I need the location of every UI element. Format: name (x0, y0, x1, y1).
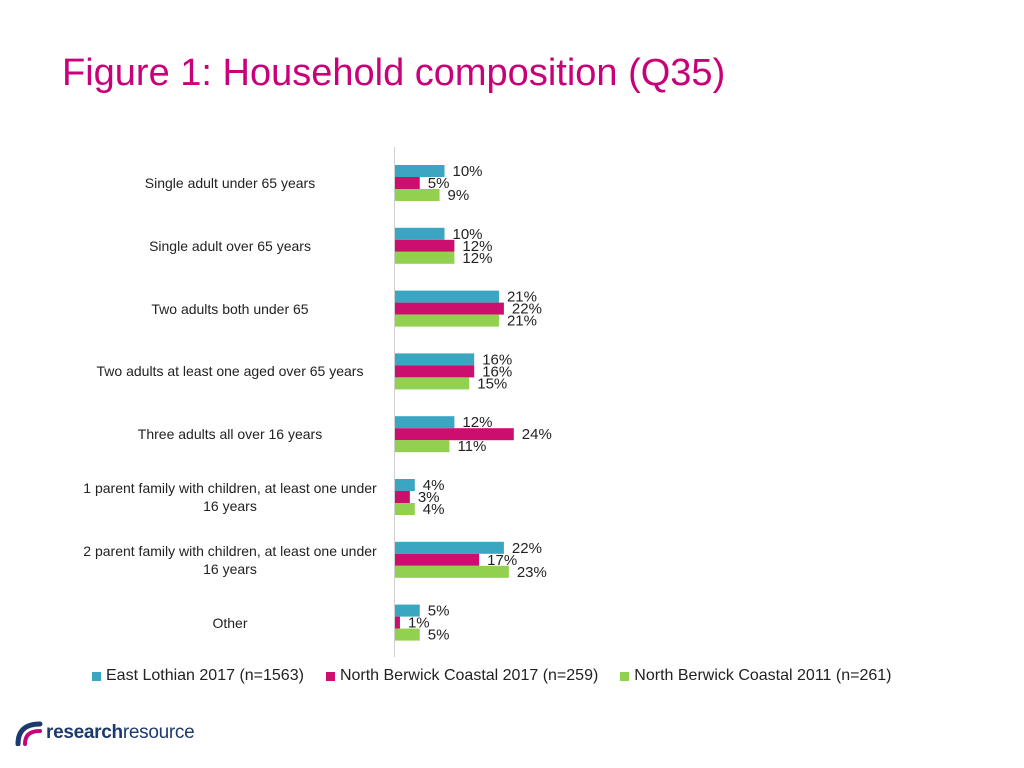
data-label: 9% (448, 187, 470, 204)
bar (395, 365, 475, 378)
logo-text: researchresource (46, 722, 195, 744)
data-label: 16% (482, 351, 512, 368)
data-label: 11% (457, 438, 486, 455)
data-label: 10% (453, 226, 483, 243)
logo-mark-icon (15, 721, 43, 746)
bar (395, 503, 415, 515)
data-label: 12% (462, 238, 492, 255)
data-label: 12% (462, 414, 492, 431)
bar (395, 377, 470, 390)
bar (395, 428, 514, 441)
bar (395, 189, 440, 201)
logo-text-regular: resource (122, 722, 195, 743)
data-label: 17% (487, 552, 517, 569)
bar (395, 541, 504, 554)
page-title: Figure 1: Household composition (Q35) (62, 52, 726, 94)
data-label: 1% (408, 615, 430, 632)
bar (395, 314, 499, 327)
bar (395, 251, 455, 264)
bar (395, 440, 450, 453)
research-resource-logo: researchresource (14, 720, 195, 746)
data-label: 23% (517, 564, 547, 581)
category-label: Single adult under 65 years (144, 175, 316, 191)
bar (395, 604, 420, 617)
data-label: 15% (477, 375, 507, 392)
legend-swatch (325, 671, 335, 681)
data-label: 24% (522, 426, 552, 443)
bar (395, 553, 480, 566)
legend-label: East Lothian 2017 (n=1563) (106, 667, 304, 684)
legend-item: North Berwick Coastal 2011 (n=261) (620, 667, 891, 685)
data-label: 4% (423, 501, 445, 518)
category-label: Other (212, 614, 248, 631)
legend-swatch (620, 671, 630, 681)
bar (395, 565, 509, 578)
legend-item: North Berwick Coastal 2017 (n=259) (325, 667, 599, 685)
category-label: Two adults at least one aged over 65 yea… (96, 363, 364, 380)
bar (395, 302, 504, 315)
chart-legend: East Lothian 2017 (n=1563) North Berwick … (92, 667, 891, 685)
data-label: 3% (418, 489, 440, 506)
data-label: 10% (453, 163, 483, 180)
category-label: Single adult over 65 years (149, 237, 311, 254)
bar (395, 165, 445, 177)
data-label: 4% (423, 477, 445, 494)
legend-label: North Berwick Coastal 2011 (n=261) (634, 667, 892, 684)
bar (395, 479, 415, 491)
data-label: 16% (482, 363, 512, 380)
logo-text-bold: research (46, 722, 123, 743)
category-label: 2 parent family with children, at least … (83, 542, 377, 577)
bar (395, 353, 475, 366)
bar (395, 239, 455, 252)
bar (395, 177, 420, 189)
bar (395, 616, 400, 629)
category-label: Two adults both under 65 (151, 300, 309, 317)
data-label: 12% (462, 250, 492, 267)
data-label: 5% (428, 175, 450, 192)
bar (395, 227, 445, 240)
data-label: 22% (512, 301, 542, 318)
data-label: 5% (428, 603, 450, 620)
legend-label: North Berwick Coastal 2017 (n=259) (339, 667, 599, 684)
bar (395, 628, 420, 641)
data-label: 22% (512, 540, 542, 557)
legend-swatch (92, 671, 101, 681)
category-axis-line (394, 147, 395, 658)
bar (395, 290, 499, 303)
bar (395, 416, 455, 429)
legend-item: East Lothian 2017 (n=1563) (92, 667, 304, 685)
bar (395, 491, 410, 503)
data-label: 21% (507, 289, 537, 306)
data-label: 21% (507, 313, 537, 330)
data-label: 5% (428, 627, 450, 644)
category-label: 1 parent family with children, at least … (83, 480, 377, 514)
category-label: Three adults all over 16 years (137, 426, 323, 443)
